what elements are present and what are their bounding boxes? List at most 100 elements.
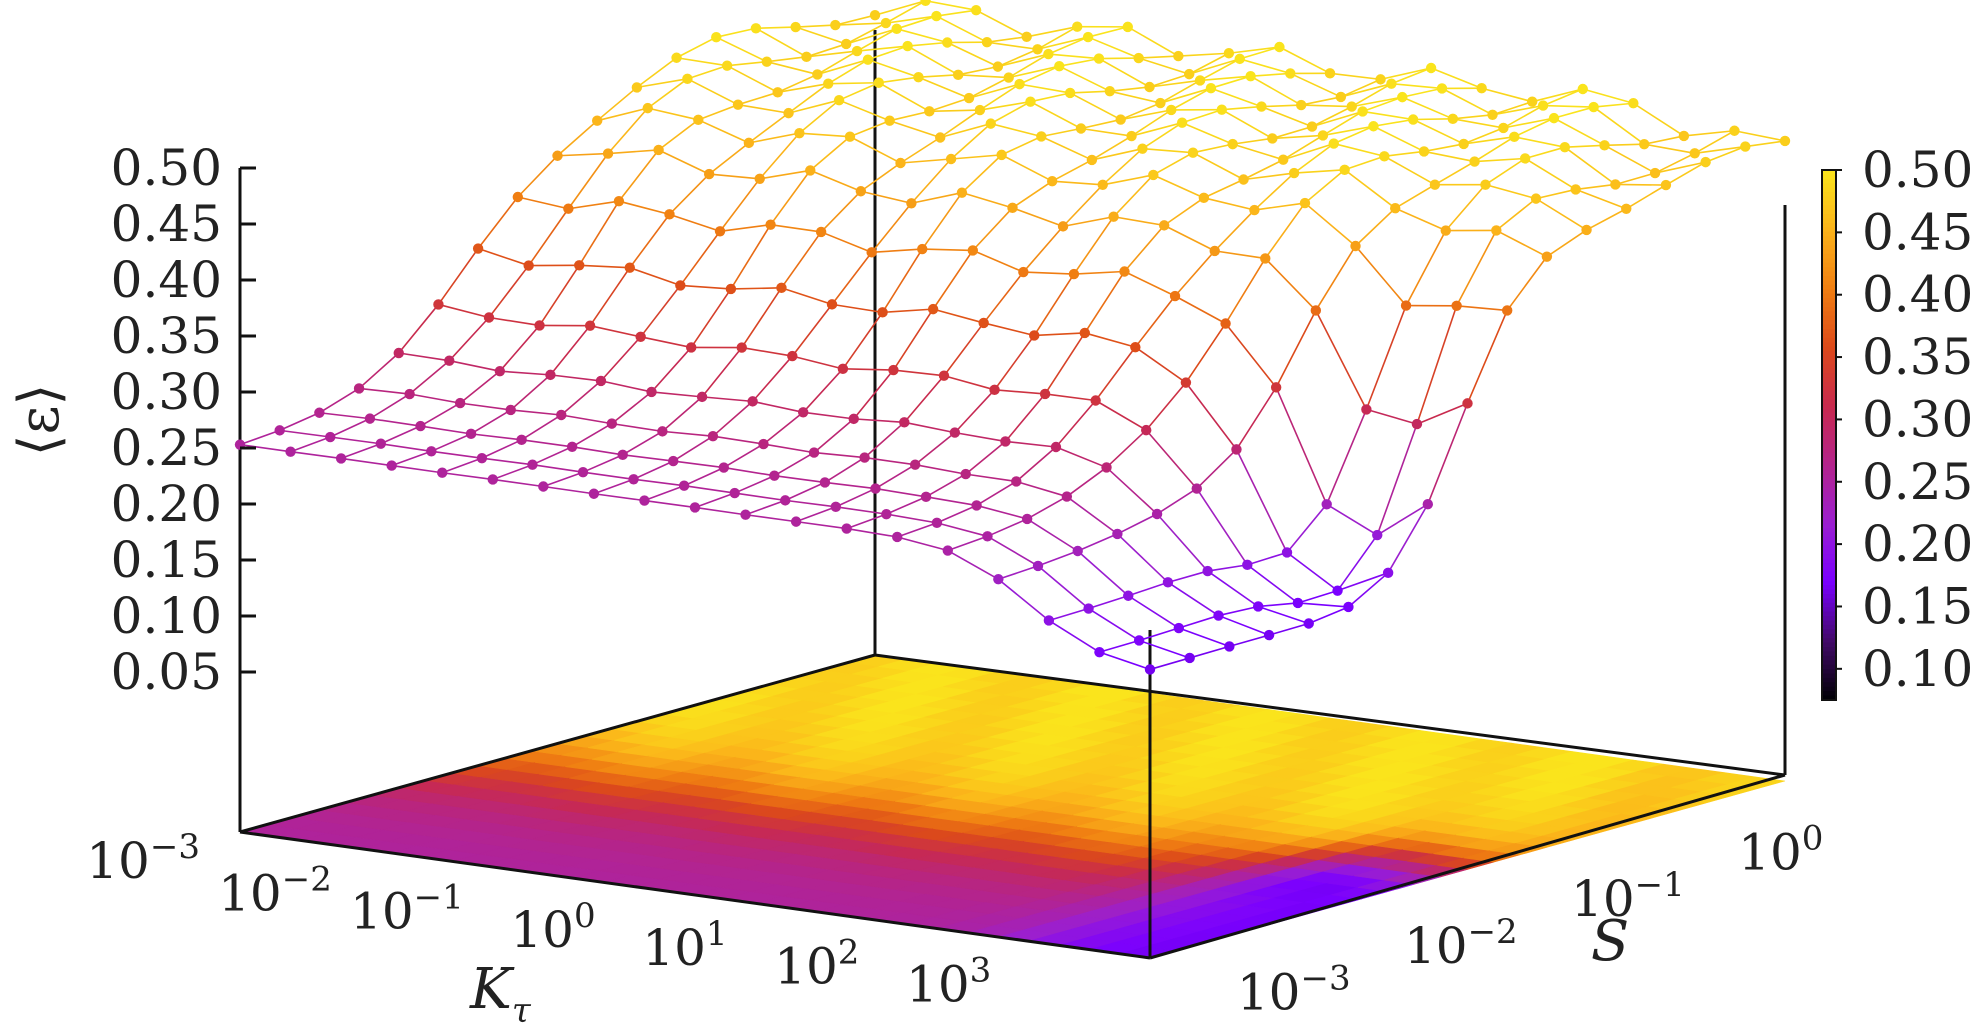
mesh-segment xyxy=(1066,495,1118,535)
mesh-segment xyxy=(568,200,620,210)
mesh-segment xyxy=(1535,188,1576,200)
surface-point xyxy=(985,118,996,129)
mesh-segment xyxy=(1138,627,1180,642)
mesh-segment xyxy=(986,41,1038,51)
mesh-segment xyxy=(990,100,1031,125)
mesh-segment xyxy=(856,45,908,52)
mesh-segment xyxy=(958,74,1009,79)
colorbar-tick-label: 0.10 xyxy=(1862,640,1973,698)
colorbar-segment xyxy=(1822,178,1836,184)
surface-point xyxy=(870,483,881,494)
surface-point xyxy=(927,303,939,315)
mesh-segment xyxy=(1026,25,1078,38)
colorbar-segment xyxy=(1822,315,1836,321)
mesh-segment xyxy=(1203,197,1255,211)
mesh-segment xyxy=(892,308,934,371)
mesh-segment xyxy=(741,346,793,357)
mesh-segment xyxy=(1041,127,1082,138)
mesh-segment xyxy=(543,471,584,488)
colorbar-segment xyxy=(1822,333,1836,339)
surface-point xyxy=(1151,508,1163,520)
surface-point xyxy=(971,500,982,511)
surface-point xyxy=(920,491,932,503)
surface-point xyxy=(989,384,1000,396)
x-tick-label: 10−1 xyxy=(350,878,464,941)
mesh-segment xyxy=(961,154,1003,194)
mesh-segment xyxy=(1683,129,1735,137)
mesh-segment xyxy=(532,463,584,473)
mesh-segment xyxy=(957,65,999,76)
mesh-segment xyxy=(835,487,876,508)
mesh-segment xyxy=(1301,96,1342,106)
colorbar-segment xyxy=(1822,616,1836,622)
colorbar-segment xyxy=(1822,501,1836,507)
mesh-segment xyxy=(987,518,1028,538)
mesh-segment xyxy=(968,83,1020,99)
y-axis-title: S xyxy=(1591,909,1629,974)
surface-point xyxy=(1491,225,1502,236)
mesh-segment xyxy=(1593,106,1645,145)
surface-point xyxy=(917,243,928,255)
colorbar-segment xyxy=(1822,426,1836,432)
mesh-segment xyxy=(795,26,847,45)
mesh-segment xyxy=(673,460,724,469)
mesh-segment xyxy=(766,60,818,76)
mesh-segment xyxy=(1207,564,1248,572)
colorbar-segment xyxy=(1822,368,1836,374)
mesh-segment xyxy=(1463,136,1515,145)
mesh-segment xyxy=(835,22,886,26)
mesh-segment xyxy=(1654,152,1696,174)
mesh-segment xyxy=(1033,273,1075,336)
mesh-segment xyxy=(1304,202,1357,247)
mesh-segment xyxy=(781,287,833,306)
mesh-segment xyxy=(431,450,483,459)
mesh-segment xyxy=(1311,110,1363,128)
colorbar-segment xyxy=(1822,346,1836,352)
surface-point xyxy=(1238,174,1249,185)
surface-point xyxy=(353,383,365,394)
mesh-segment xyxy=(1535,197,1587,231)
mesh-segment xyxy=(1048,619,1100,653)
z-axis-title: ⟨ε⟩ xyxy=(7,384,72,457)
surface-point xyxy=(780,495,791,506)
mesh-segment xyxy=(679,230,721,286)
mesh-segment xyxy=(1098,57,1150,88)
mesh-segment xyxy=(1243,159,1284,181)
mesh-segment xyxy=(1120,102,1161,121)
surface-point xyxy=(538,481,549,492)
surface-point xyxy=(1158,220,1170,231)
surface-point xyxy=(1133,52,1144,64)
mesh-segment xyxy=(788,99,840,114)
mesh-segment xyxy=(690,288,732,348)
colorbar-segment xyxy=(1822,488,1836,494)
mesh-segment xyxy=(697,119,750,144)
colorbar-segment xyxy=(1822,677,1836,683)
mesh-segment xyxy=(1243,172,1295,181)
colorbar-segment xyxy=(1822,647,1836,653)
x-tick-label: 10−2 xyxy=(218,859,332,922)
mesh-segment xyxy=(1001,154,1053,182)
mesh-segment xyxy=(1016,480,1068,498)
mesh-segment xyxy=(1272,134,1323,140)
colorbar-tick-label: 0.15 xyxy=(1862,577,1973,635)
mesh-segment xyxy=(1239,58,1291,75)
mesh-segment xyxy=(1297,602,1349,608)
mesh-segment xyxy=(1062,215,1114,228)
mesh-segment xyxy=(824,481,876,490)
surface-point xyxy=(1411,418,1423,430)
colorbar-segment xyxy=(1822,293,1836,299)
surface-point xyxy=(1400,300,1412,311)
colorbar-segment xyxy=(1822,249,1836,255)
mesh-segment xyxy=(629,213,671,269)
mesh-segment xyxy=(709,173,760,180)
surface-point xyxy=(892,531,903,543)
mesh-segment xyxy=(939,122,991,139)
mesh-segment xyxy=(1058,65,1111,92)
mesh-segment xyxy=(994,389,1046,395)
mesh-segment xyxy=(1293,142,1335,174)
mesh-segment xyxy=(607,107,649,155)
mesh-segment xyxy=(987,535,1039,567)
mesh-segment xyxy=(582,471,634,481)
mesh-segment xyxy=(1224,257,1266,324)
mesh-segment xyxy=(1218,614,1270,636)
